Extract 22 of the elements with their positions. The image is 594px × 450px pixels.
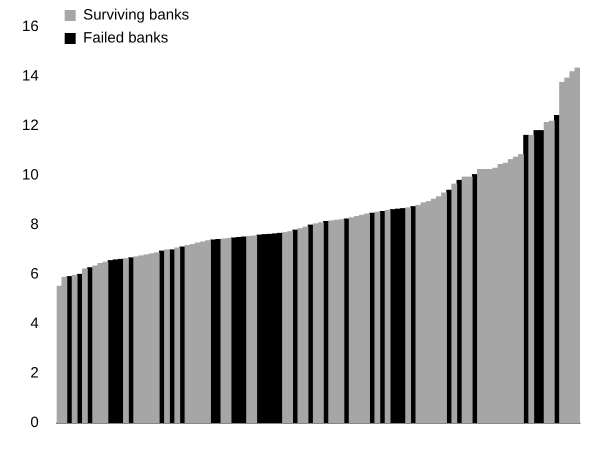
- y-tick-label: 10: [22, 166, 39, 184]
- bar: [384, 210, 390, 423]
- y-tick-label: 8: [30, 216, 39, 234]
- bar: [451, 184, 458, 423]
- bar: [164, 249, 170, 423]
- y-tick-label: 4: [30, 315, 39, 332]
- y-tick-label: 2: [30, 364, 39, 382]
- bar: [528, 134, 534, 423]
- bar: [374, 212, 380, 423]
- y-tick-label: 12: [22, 117, 39, 134]
- y-tick-label: 14: [22, 68, 39, 85]
- legend-label: Failed banks: [83, 30, 168, 47]
- bar: [123, 258, 129, 423]
- y-tick-label: 0: [30, 414, 39, 432]
- bar: [82, 268, 88, 423]
- bar: [72, 274, 78, 423]
- legend-label: Surviving banks: [83, 6, 190, 24]
- bar: [405, 207, 412, 423]
- y-tick-label: 16: [22, 18, 39, 36]
- y-tick-label: 6: [30, 266, 39, 283]
- bar: [61, 276, 68, 423]
- bar: [174, 247, 180, 423]
